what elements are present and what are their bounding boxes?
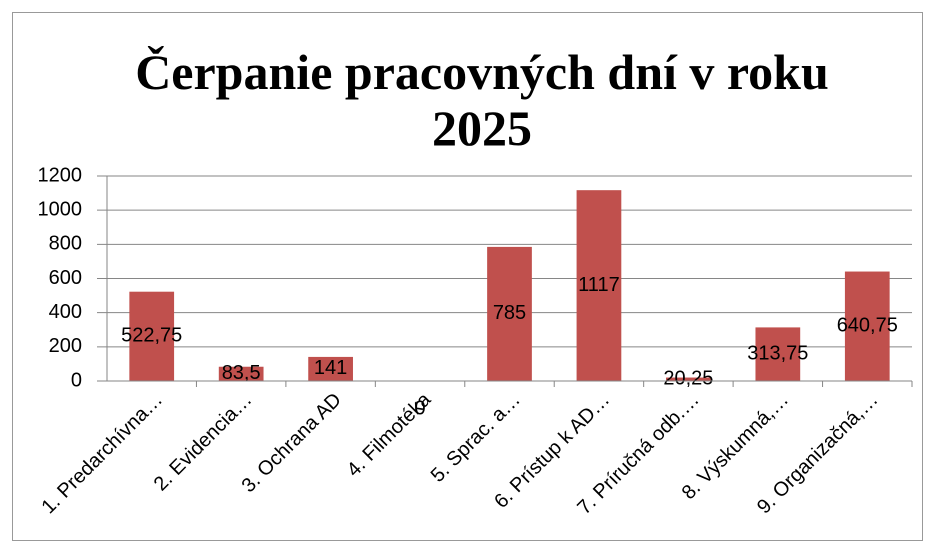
bar bbox=[129, 291, 175, 381]
bar bbox=[308, 356, 353, 381]
y-tick-label: 1200 bbox=[38, 164, 83, 186]
data-label: 522,75 bbox=[121, 325, 182, 347]
y-tick-label: 400 bbox=[49, 301, 82, 323]
data-label: 640,75 bbox=[837, 315, 898, 337]
bar bbox=[218, 366, 264, 381]
data-label: 785 bbox=[493, 302, 526, 324]
y-tick-label: 600 bbox=[49, 267, 82, 289]
data-label: 0 bbox=[414, 397, 425, 419]
data-label: 141 bbox=[314, 357, 347, 379]
bar bbox=[487, 246, 532, 381]
y-tick-label: 200 bbox=[49, 335, 82, 357]
data-label: 313,75 bbox=[747, 342, 808, 364]
data-label: 83,5 bbox=[222, 362, 261, 384]
bar bbox=[755, 327, 801, 381]
chart-title: Čerpanie pracovných dní v roku 2025 bbox=[135, 44, 829, 156]
chart-border bbox=[12, 12, 923, 541]
data-label: 1117 bbox=[578, 274, 620, 296]
y-tick-label: 800 bbox=[49, 233, 82, 255]
bar bbox=[844, 271, 890, 381]
bar bbox=[666, 377, 711, 381]
data-label: 20,25 bbox=[663, 368, 713, 390]
bar bbox=[576, 190, 622, 381]
y-tick-label: 0 bbox=[71, 369, 82, 391]
y-tick-label: 1000 bbox=[38, 198, 83, 220]
